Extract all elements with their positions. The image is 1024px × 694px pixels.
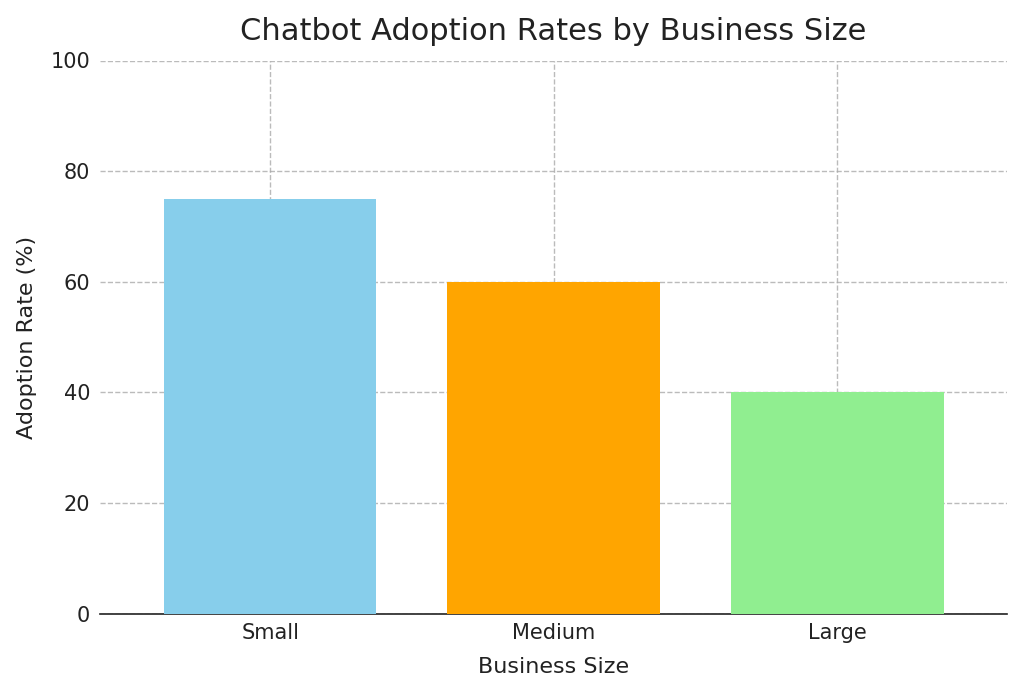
X-axis label: Business Size: Business Size — [478, 657, 629, 677]
Y-axis label: Adoption Rate (%): Adoption Rate (%) — [16, 235, 37, 439]
Bar — [731, 392, 943, 613]
Title: Chatbot Adoption Rates by Business Size: Chatbot Adoption Rates by Business Size — [241, 17, 867, 46]
Bar — [447, 282, 660, 613]
Bar — [164, 198, 377, 613]
